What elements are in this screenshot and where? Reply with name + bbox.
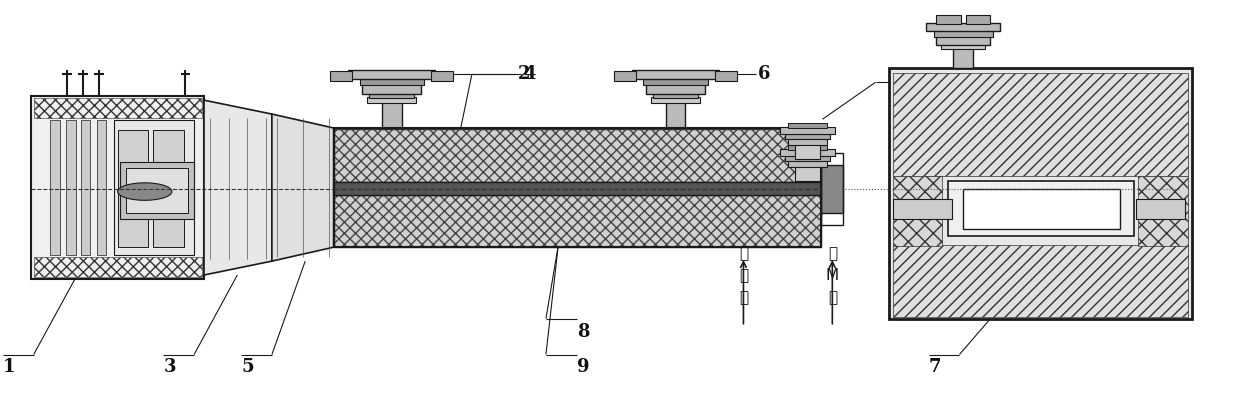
Bar xyxy=(632,70,719,79)
Bar xyxy=(787,160,827,167)
Bar xyxy=(114,120,195,255)
Bar xyxy=(787,145,827,150)
Bar xyxy=(893,245,1188,317)
Bar xyxy=(889,69,1192,319)
Bar xyxy=(966,15,991,24)
Bar xyxy=(646,84,706,94)
Bar xyxy=(787,123,827,129)
Bar xyxy=(33,257,202,277)
Text: 10: 10 xyxy=(921,73,946,91)
Bar xyxy=(81,120,91,255)
Text: M: M xyxy=(826,268,839,283)
Bar xyxy=(653,93,698,98)
Text: 5: 5 xyxy=(241,359,254,376)
Text: 1: 1 xyxy=(2,359,15,376)
Text: 个: 个 xyxy=(828,290,837,305)
Text: 第: 第 xyxy=(828,246,837,261)
Bar xyxy=(31,96,205,279)
Bar xyxy=(154,130,185,247)
Text: 4: 4 xyxy=(523,65,536,83)
Bar xyxy=(795,143,820,159)
Bar xyxy=(360,78,424,85)
Bar xyxy=(334,129,821,182)
Bar xyxy=(118,130,149,247)
Bar xyxy=(50,120,60,255)
Bar xyxy=(334,129,821,182)
Bar xyxy=(1136,199,1185,218)
Bar xyxy=(382,101,402,128)
Bar xyxy=(33,98,202,118)
Bar xyxy=(780,127,835,134)
Bar xyxy=(334,128,821,247)
Bar xyxy=(334,195,821,247)
Bar xyxy=(936,15,961,24)
Bar xyxy=(715,71,738,81)
Bar xyxy=(126,168,188,214)
Bar xyxy=(893,176,942,246)
Text: 9: 9 xyxy=(577,359,589,376)
Bar xyxy=(949,181,1133,236)
Bar xyxy=(367,97,417,103)
Bar xyxy=(926,23,1001,31)
Bar xyxy=(651,97,701,103)
Bar xyxy=(934,30,993,37)
Circle shape xyxy=(118,183,172,200)
Bar xyxy=(893,199,952,218)
Bar xyxy=(348,70,435,79)
Bar xyxy=(941,44,986,49)
Polygon shape xyxy=(205,100,272,275)
Bar xyxy=(795,165,820,181)
Text: 个: 个 xyxy=(739,290,748,305)
Bar xyxy=(780,149,835,156)
Bar xyxy=(666,101,686,128)
Bar xyxy=(1138,176,1188,246)
Bar xyxy=(936,36,991,44)
Bar xyxy=(821,153,843,224)
Bar xyxy=(334,195,821,247)
Text: 一: 一 xyxy=(739,268,748,283)
Bar xyxy=(644,78,708,85)
Bar xyxy=(893,73,1188,176)
Bar xyxy=(432,71,454,81)
Bar xyxy=(963,189,1120,229)
Text: 6: 6 xyxy=(758,65,771,83)
Bar xyxy=(370,93,414,98)
Text: 第: 第 xyxy=(739,246,748,261)
Bar xyxy=(97,120,107,255)
Bar xyxy=(787,138,827,145)
Polygon shape xyxy=(272,114,334,261)
Bar xyxy=(330,71,352,81)
Bar xyxy=(362,84,422,94)
Bar xyxy=(120,162,195,219)
Text: 2: 2 xyxy=(517,65,529,83)
Text: 3: 3 xyxy=(164,359,176,376)
Bar xyxy=(821,165,843,213)
Bar xyxy=(785,133,830,139)
Bar xyxy=(614,71,636,81)
Bar xyxy=(66,120,76,255)
Text: 8: 8 xyxy=(577,323,589,341)
Bar xyxy=(785,156,830,161)
Text: 7: 7 xyxy=(929,359,941,376)
Bar xyxy=(334,182,821,195)
Bar xyxy=(954,46,973,69)
